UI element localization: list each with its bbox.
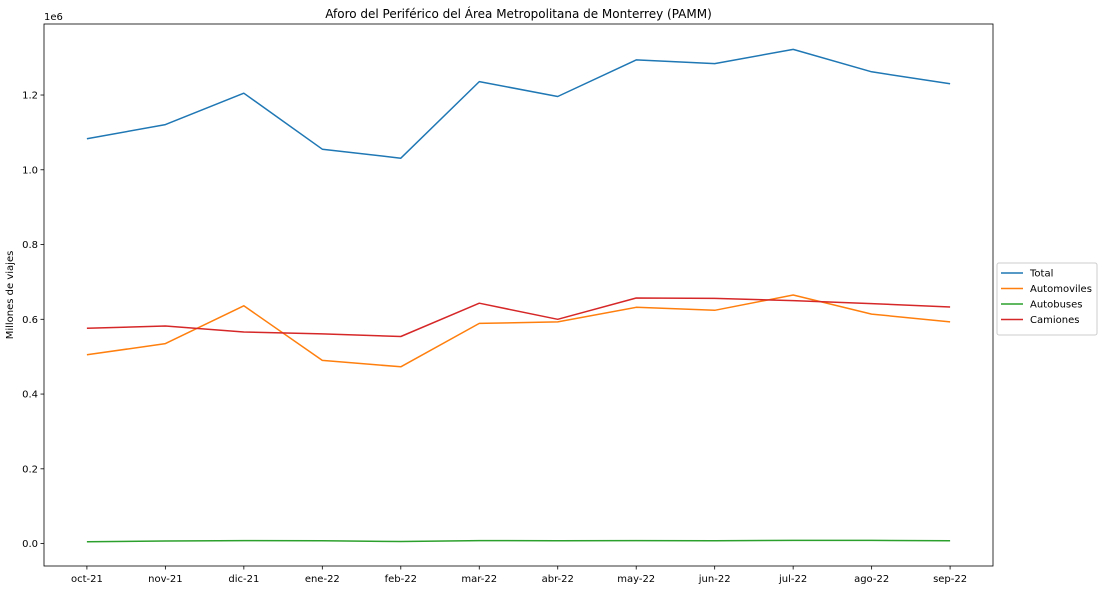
legend-item-label: Autobuses — [1030, 300, 1082, 311]
legend-item-label: Total — [1029, 269, 1053, 280]
x-tick-label: jul-22 — [778, 574, 807, 585]
y-axis-label: Millones de viajes — [5, 251, 16, 340]
x-tick-label: nov-21 — [148, 574, 182, 585]
x-tick-label: oct-21 — [71, 574, 103, 585]
x-tick-label: dic-21 — [228, 574, 259, 585]
y-tick-label: 0.6 — [22, 315, 38, 326]
series-line-automoviles — [86, 294, 951, 368]
y-tick-label: 0.8 — [22, 240, 38, 251]
legend: Total Automoviles Autobuses Camiones — [996, 262, 1098, 336]
y-tick-label: 0.0 — [22, 539, 38, 550]
x-tick-label: mar-22 — [461, 574, 497, 585]
y-tick-label: 0.2 — [22, 464, 38, 475]
y-tick-label: 1.0 — [22, 165, 38, 176]
legend-box — [996, 262, 1098, 336]
series-line-total — [86, 48, 951, 159]
x-tick-label: may-22 — [617, 574, 655, 585]
y-axis-offset-label: 1e6 — [44, 12, 63, 23]
x-tick-label: jun-22 — [698, 574, 731, 585]
plot-frame — [43, 23, 994, 567]
series-line-autobuses — [86, 539, 951, 543]
x-tick-label: sep-22 — [933, 574, 967, 585]
x-tick-label: feb-22 — [385, 574, 417, 585]
legend-item-label: Automoviles — [1030, 284, 1092, 295]
x-tick-label: ago-22 — [854, 574, 889, 585]
x-axis: oct-21 nov-21 dic-21 ene-22 feb-22 mar-22 abr-… — [71, 566, 967, 585]
x-tick-label: ene-22 — [305, 574, 340, 585]
legend-item-label: Camiones — [1030, 315, 1079, 326]
chart-title: Aforo del Periférico del Área Metropolit… — [325, 6, 712, 21]
y-tick-label: 1.2 — [22, 91, 38, 102]
x-tick-label: abr-22 — [542, 574, 574, 585]
y-axis: 0.0 0.2 0.4 0.6 0.8 1.0 1.2 — [22, 91, 44, 550]
series-line-camiones — [86, 297, 951, 338]
plot-series — [86, 48, 951, 543]
y-tick-label: 0.4 — [22, 390, 38, 401]
